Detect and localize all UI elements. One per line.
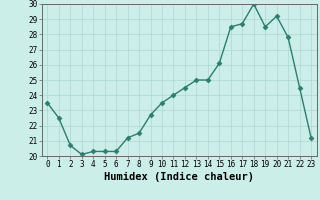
X-axis label: Humidex (Indice chaleur): Humidex (Indice chaleur)	[104, 172, 254, 182]
